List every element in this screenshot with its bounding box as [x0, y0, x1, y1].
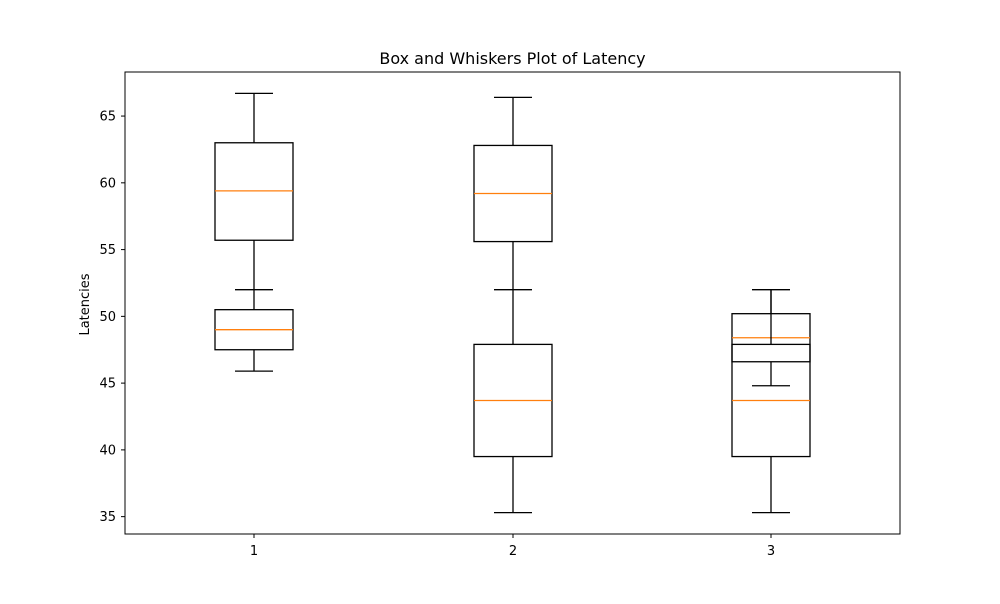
y-tick-label: 50 — [99, 310, 116, 325]
box-iqr — [214, 142, 294, 241]
y-axis-label: Latencies — [78, 273, 93, 335]
y-tick-label: 40 — [99, 443, 116, 458]
x-tick-label: 3 — [767, 544, 775, 559]
y-tick-label: 35 — [99, 510, 116, 525]
x-tick-label: 2 — [509, 544, 517, 559]
y-tick-label: 55 — [99, 243, 116, 258]
chart-title: Box and Whiskers Plot of Latency — [379, 49, 645, 68]
x-tick-label: 1 — [250, 544, 258, 559]
y-tick-label: 65 — [99, 110, 116, 125]
y-tick-label: 60 — [99, 176, 116, 191]
y-tick-label: 45 — [99, 377, 116, 392]
plot-area: 35 40 45 50 55 60 65 1 2 3 — [99, 71, 901, 559]
